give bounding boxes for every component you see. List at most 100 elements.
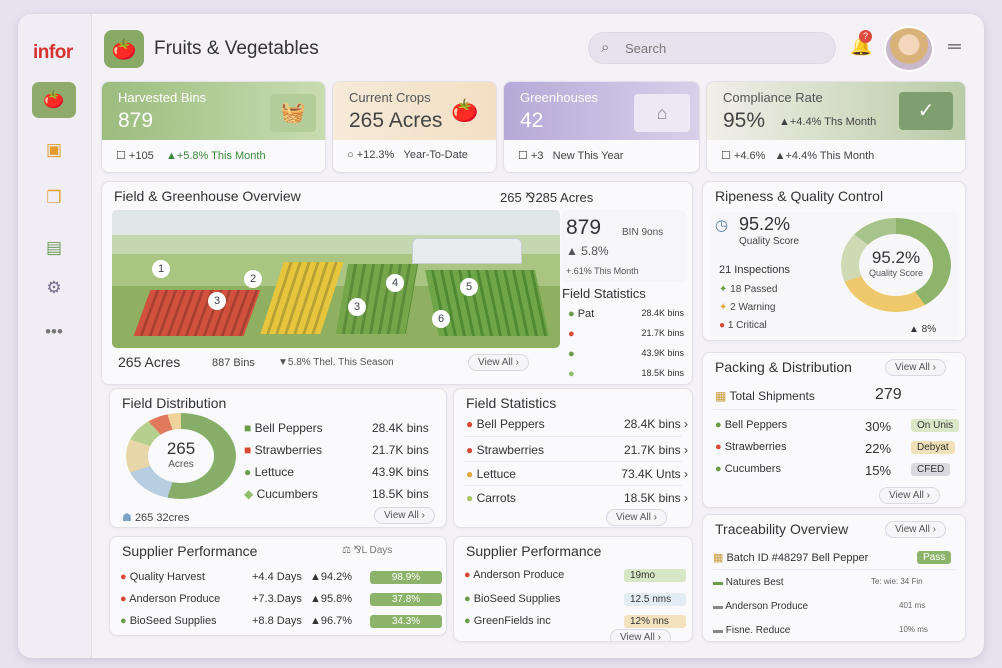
- sidebar: infor 🍅 ▣ ❒ ▤ ⚙ •••: [18, 14, 92, 658]
- truck-icon: ▬: [713, 625, 723, 636]
- search-placeholder: Search: [625, 41, 667, 56]
- kpi-value: 879: [118, 109, 154, 132]
- card-title: Field Distribution: [122, 395, 227, 411]
- kpi-band: [333, 82, 496, 140]
- field-marker-2[interactable]: 2: [244, 270, 262, 288]
- tomato-icon: ●: [568, 328, 575, 340]
- supplier-row[interactable]: ● Anderson Produce +7.3.Days ▲95.8% 37.8%: [120, 593, 442, 606]
- supplier-view-all[interactable]: View All ›: [610, 629, 671, 641]
- kpi-label: Compliance Rate: [723, 90, 823, 105]
- field-marker-5[interactable]: 5: [460, 278, 478, 296]
- packing-view-all[interactable]: View All ›: [885, 359, 946, 376]
- bins-sub: +.61% This Month: [566, 266, 639, 276]
- bins-panel: 879 BIN 9ons ▲ 5.8% +.61% This Month: [562, 210, 686, 282]
- report-icon: ▤: [45, 238, 63, 257]
- field-marker-3[interactable]: 3: [208, 292, 226, 310]
- card-title: Packing & Distribution: [715, 359, 852, 375]
- distribution-view-all[interactable]: View All ›: [374, 507, 435, 524]
- field-marker-1[interactable]: 1: [152, 260, 170, 278]
- field-marker-6[interactable]: 6: [432, 310, 450, 328]
- briefcase-icon: ▣: [45, 140, 63, 159]
- search-input[interactable]: ⌕ Search: [588, 32, 836, 64]
- stat-row[interactable]: ● Bell Peppers 28.4K bins ›: [466, 417, 688, 431]
- greenhouse: [412, 238, 522, 264]
- nav-more[interactable]: •••: [32, 314, 76, 350]
- kpi-compliance-rate[interactable]: Compliance Rate 95% ▲+4.4% Ths Month ✓ ☐…: [706, 81, 966, 173]
- divider: [464, 485, 682, 486]
- pepper-icon: ■: [244, 421, 252, 435]
- notifications-button[interactable]: 🔔?: [850, 30, 872, 57]
- packing-row: ● Strawberries 22% Debyat: [715, 441, 955, 456]
- field-map[interactable]: 1 2 3 3 4 5 6: [112, 210, 560, 348]
- packing-view-all-2[interactable]: View All ›: [879, 487, 940, 504]
- quality-score: 95.2%: [739, 214, 791, 234]
- mini-stat-row: ● 18.5K bins: [568, 368, 684, 380]
- mini-stat-row: ● 21.7K bins: [568, 328, 684, 340]
- tomato-icon: 🍅: [111, 38, 137, 61]
- nav-reports[interactable]: ▤: [32, 230, 76, 266]
- nav-inventory[interactable]: ❒: [32, 180, 76, 216]
- strawberry-icon: ●: [466, 443, 474, 457]
- fruit-icon: ●: [120, 593, 127, 605]
- donut-unit: Acres: [168, 459, 194, 470]
- supplier-row[interactable]: ● Anderson Produce 19mo: [464, 569, 686, 582]
- mini-stat-row: ● Pat 28.4K bins: [568, 308, 684, 320]
- overview-view-all[interactable]: View All ›: [468, 354, 529, 371]
- field-marker-4[interactable]: 4: [386, 274, 404, 292]
- kpi-greenhouses[interactable]: Greenhouses 42 ⌂ ☐ +3 New This Year: [503, 81, 700, 173]
- field-distribution-card: Field Distribution 265 Acres ■ Bell Pepp…: [109, 388, 447, 528]
- vegetables-icon: 🍅: [451, 98, 479, 123]
- donut-value: 265: [166, 439, 196, 458]
- kpi-sub: ○ +12.3% Year-To-Date: [347, 149, 468, 161]
- brand-logo: infor: [33, 42, 73, 63]
- stat-row[interactable]: ● Lettuce 73.4K Unts ›: [466, 467, 688, 481]
- trace-row[interactable]: ▬ Natures Best Te: wie: 34 Fin: [713, 577, 923, 588]
- kpi-harvested-bins[interactable]: Harvested Bins 879 🧺 ☐ +105 ▲+5.8% This …: [101, 81, 326, 173]
- lettuce-icon: ●: [466, 467, 474, 481]
- supplier-row[interactable]: ● BioSeed Supplies +8.8 Days ▲96.7% 34.3%: [120, 615, 442, 628]
- crop-row: [260, 262, 344, 334]
- batch-row[interactable]: ▦ Batch ID #48297 Bell Pepper Pass: [713, 551, 959, 564]
- supplier-row[interactable]: ● Quality Harvest +4.4 Days ▲94.2% 98.9%: [120, 571, 442, 584]
- supplier-performance-card: Supplier Performance ⚖ ⅋L Days ● Quality…: [109, 536, 447, 636]
- footer-season: ▼5.8% Thel. This Season: [278, 357, 394, 368]
- kpi-label: Harvested Bins: [118, 90, 207, 105]
- field-marker-3b[interactable]: 3: [348, 298, 366, 316]
- card-title: Supplier Performance: [466, 543, 602, 559]
- avatar[interactable]: [884, 26, 934, 72]
- kpi-current-crops[interactable]: Current Crops 265 Acres 🍅 ○ +12.3% Year-…: [332, 81, 497, 173]
- tomato-icon: ●: [466, 417, 474, 431]
- menu-button[interactable]: ═: [948, 36, 961, 57]
- distribution-donut[interactable]: 265 Acres: [126, 413, 236, 499]
- divider: [713, 409, 955, 410]
- quality-donut[interactable]: 95.2% Quality Score: [841, 218, 951, 312]
- basket-icon: 🧺: [270, 94, 316, 132]
- critical: ● 1 Critical: [719, 320, 767, 331]
- stat-row[interactable]: ● Strawberries 21.7K bins ›: [466, 443, 688, 457]
- nav-orders[interactable]: ▣: [32, 132, 76, 168]
- bins-unit: BIN 9ons: [622, 227, 664, 238]
- hamburger-icon: ═: [948, 36, 961, 56]
- stats-view-all[interactable]: View All ›: [606, 509, 667, 526]
- divider: [464, 436, 682, 437]
- check-circle-icon: ◷: [715, 217, 729, 234]
- stat-row[interactable]: ● Carrots 18.5K bins ›: [466, 491, 688, 505]
- cucumber-icon: ●: [715, 463, 722, 475]
- quality-score-label: Quality Score: [739, 236, 800, 247]
- crop-row: [335, 264, 419, 334]
- truck-icon: ▬: [713, 601, 723, 612]
- trace-row[interactable]: ▬ Fisne. Reduce 10% ms: [713, 625, 928, 636]
- packing-card: Packing & Distribution View All › ▦ Tota…: [702, 352, 966, 508]
- crop-row: [133, 290, 261, 336]
- kpi-value: 42: [520, 109, 544, 132]
- supplier-row[interactable]: ● GreenFields inc 12% nns: [464, 615, 686, 628]
- nav-produce[interactable]: 🍅: [32, 82, 76, 118]
- trace-row[interactable]: ▬ Anderson Produce 401 ms: [713, 601, 926, 612]
- field-statistics-card: Field Statistics ● Bell Peppers 28.4K bin…: [453, 388, 693, 528]
- trace-view-all[interactable]: View All ›: [885, 521, 946, 538]
- leaf-icon: ●: [568, 308, 575, 320]
- kpi-sub: ☐ +105 ▲+5.8% This Month: [116, 150, 266, 162]
- nav-settings[interactable]: ⚙: [32, 270, 76, 306]
- strawberry-icon: ●: [715, 441, 722, 453]
- supplier-row[interactable]: ● BioSeed Supplies 12.5 nms: [464, 593, 686, 606]
